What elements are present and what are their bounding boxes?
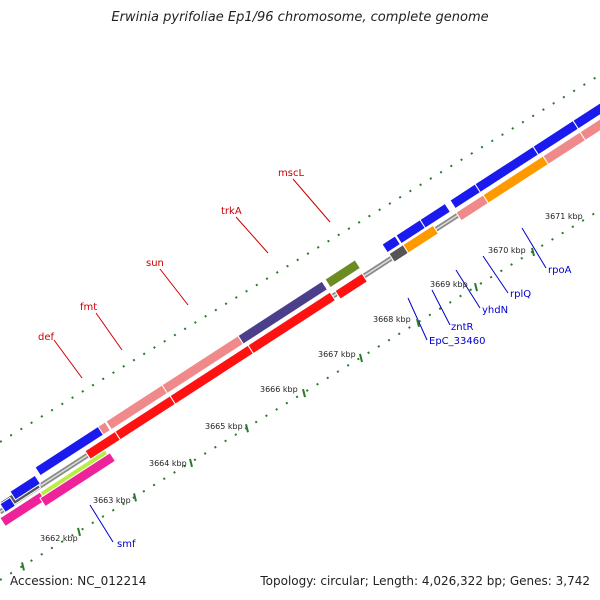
axis-label-3662: 3662 kbp — [40, 534, 78, 543]
leader-fmt — [95, 312, 123, 351]
scale-tick — [531, 247, 535, 257]
scale-tick — [416, 318, 420, 328]
gene-r-orange-1-block — [402, 224, 440, 254]
scale-ticks — [21, 247, 535, 571]
gene-label-mscL: mscL — [278, 168, 304, 179]
axis-label-3666: 3666 kbp — [260, 385, 298, 394]
gene-red-4-block — [247, 291, 337, 355]
axis-label-3669: 3669 kbp — [430, 280, 468, 289]
gene-label-fmt: fmt — [80, 302, 97, 313]
gene-r-pink-3-block — [579, 118, 600, 142]
leader-smf — [89, 504, 114, 543]
axis-label-3664: 3664 kbp — [149, 459, 187, 468]
axis-label-3663: 3663 kbp — [93, 496, 131, 505]
scale-tick — [77, 527, 81, 537]
gene-red-5-block — [334, 272, 369, 300]
topology-text: Topology: circular; Length: 4,026,322 bp… — [260, 574, 590, 588]
outer-dotted-track — [0, 74, 600, 443]
scale-tick — [302, 388, 306, 398]
gene-label-rplQ: rplQ — [510, 289, 531, 300]
leader-mscL — [292, 178, 331, 223]
scale-tick — [359, 353, 363, 363]
gene-magenta-2-block — [39, 452, 117, 508]
axis-label-3670: 3670 kbp — [488, 246, 526, 255]
leader-trkA — [235, 216, 269, 254]
axis-label-3668: 3668 kbp — [373, 315, 411, 324]
gene-label-rpoA: rpoA — [548, 265, 572, 276]
label-leader-lines — [53, 178, 547, 543]
gene-label-sun: sun — [146, 258, 164, 269]
gene-left-edge-blue-block — [0, 496, 17, 514]
leader-rplQ — [482, 255, 509, 294]
scale-tick — [474, 282, 478, 292]
inner-dotted-track — [0, 209, 600, 581]
scale-tick — [245, 424, 249, 433]
map-title: Erwinia pyrifoliae Ep1/96 chromosome, co… — [111, 10, 489, 25]
gene-label-zntR: zntR — [451, 322, 474, 333]
leader-rpoA — [521, 227, 547, 269]
scale-tick — [189, 458, 193, 468]
scale-tick — [133, 493, 137, 502]
gene-label-def: def — [38, 332, 55, 343]
axis-label-3665: 3665 kbp — [205, 422, 243, 431]
gene-trkA-block — [237, 280, 329, 345]
gene-left-blue-small-block — [9, 474, 42, 501]
gene-label-yhdN: yhdN — [482, 305, 508, 316]
axis-label-3671: 3671 kbp — [545, 212, 583, 221]
gene-label-smf: smf — [117, 539, 136, 550]
scale-tick — [21, 562, 25, 571]
gene-r-blue-1-block — [381, 235, 402, 254]
gene-features — [0, 102, 600, 528]
gene-r-blue-3-block — [419, 202, 452, 229]
leader-def — [53, 339, 83, 379]
axis-label-3667: 3667 kbp — [318, 350, 356, 359]
gene-label-trkA: trkA — [221, 206, 242, 217]
gene-mscL-block — [324, 259, 362, 289]
accession-text: Accession: NC_012214 — [10, 574, 147, 588]
leader-sun — [159, 268, 189, 306]
leader-zntR — [431, 289, 451, 326]
gene-r-blue-7-block — [572, 102, 600, 130]
leader-yhdN — [455, 269, 481, 309]
gene-label-EpC_33460: EpC_33460 — [429, 336, 485, 347]
gene-left-blue-block — [34, 425, 105, 477]
